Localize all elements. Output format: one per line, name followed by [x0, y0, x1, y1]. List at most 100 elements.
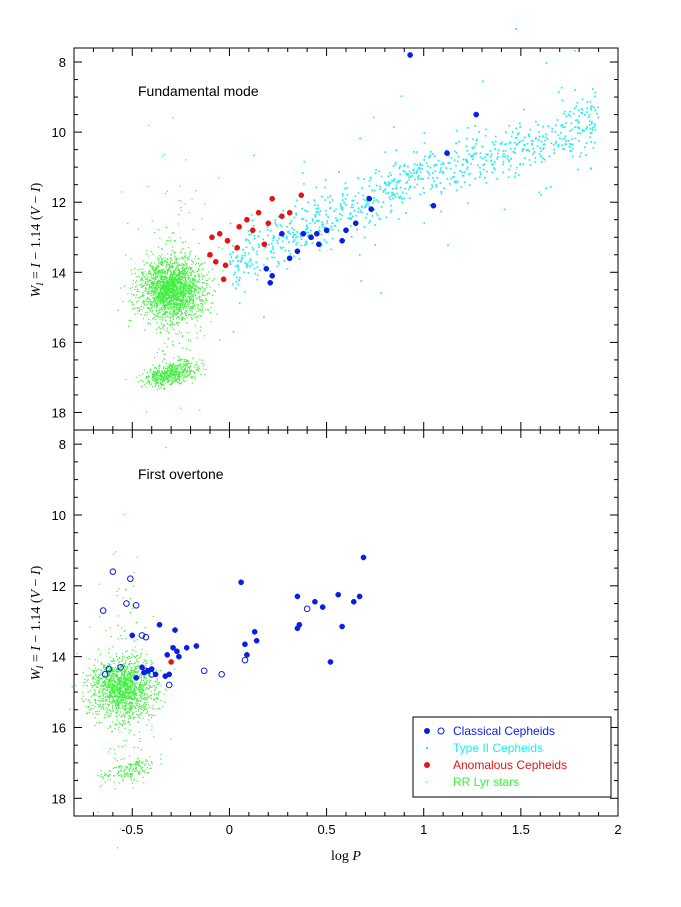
rrlyr-point	[169, 371, 171, 373]
rrlyr-point	[202, 365, 204, 367]
type2-cepheid-point	[272, 237, 275, 239]
type2-cepheid-point	[293, 255, 295, 257]
type2-cepheid-point	[352, 199, 355, 202]
type2-cepheid-point	[529, 128, 532, 131]
rrlyr-point	[161, 262, 164, 264]
type2-cepheid-point	[475, 142, 477, 145]
rrlyr-point	[121, 702, 123, 704]
rrlyr-point	[189, 281, 191, 283]
type2-cepheid-point	[375, 184, 378, 187]
type2-cepheid-point	[389, 211, 392, 213]
type2-cepheid-point	[431, 183, 433, 186]
type2-cepheid-point	[594, 109, 597, 112]
rrlyr-point	[177, 375, 179, 377]
rrlyr-point	[129, 686, 131, 689]
type2-cepheid-point	[494, 140, 497, 143]
rrlyr-point	[179, 279, 181, 281]
rrlyr-point	[182, 291, 184, 293]
rrlyr-point	[194, 289, 196, 292]
type2-cepheid-point	[350, 217, 352, 219]
rrlyr-point	[207, 283, 209, 285]
type2-cepheid-point	[313, 199, 316, 201]
type2-cepheid-point	[561, 99, 564, 102]
rrlyr-point	[176, 292, 179, 294]
rrlyr-point	[171, 369, 173, 371]
rrlyr-point	[115, 698, 118, 700]
rrlyr-point	[181, 371, 183, 373]
rrlyr-point	[152, 284, 154, 286]
rrlyr-point	[178, 359, 180, 361]
rrlyr-point	[176, 292, 178, 294]
type2-cepheid-point	[390, 174, 392, 177]
rrlyr-point	[156, 276, 159, 278]
rrlyr-point	[114, 666, 116, 669]
rrlyr-point	[126, 682, 128, 684]
rrlyr-point	[124, 695, 126, 697]
type2-cepheid-point	[530, 139, 533, 142]
rrlyr-point	[139, 688, 141, 690]
rrlyr-point	[82, 700, 85, 703]
rrlyr-point	[121, 660, 123, 662]
rrlyr-point	[127, 687, 129, 689]
type2-cepheid-point	[292, 241, 295, 243]
type2-cepheid-point	[399, 195, 402, 198]
rrlyr-point	[125, 707, 127, 709]
type2-cepheid-point	[311, 218, 314, 221]
rrlyr-point	[164, 299, 166, 301]
rrlyr-point	[113, 690, 116, 692]
rrlyr-point	[174, 271, 176, 274]
rrlyr-point	[113, 692, 115, 695]
classical-cepheid-point	[366, 195, 373, 202]
rrlyr-point	[182, 301, 184, 303]
rrlyr-point	[145, 377, 148, 379]
rrlyr-point	[84, 678, 86, 681]
rrlyr-point	[195, 297, 197, 299]
rrlyr-point	[151, 268, 153, 270]
rrlyr-point	[181, 312, 183, 315]
rrlyr-point	[153, 284, 155, 286]
rrlyr-point	[211, 268, 213, 270]
rrlyr-point	[195, 317, 198, 319]
rrlyr-point	[131, 697, 133, 699]
type2-cepheid-point	[431, 186, 434, 188]
rrlyr-point	[186, 262, 188, 265]
rrlyr-point	[180, 281, 182, 284]
type2-cepheid-point	[416, 151, 418, 153]
rrlyr-point	[158, 366, 160, 368]
rrlyr-point	[168, 365, 170, 367]
anomalous-cepheid-point	[249, 227, 256, 234]
rrlyr-point	[164, 257, 166, 259]
rrlyr-point	[171, 280, 173, 282]
type2-cepheid-point	[432, 177, 434, 179]
rrlyr-point	[178, 214, 180, 216]
rrlyr-point	[189, 287, 192, 289]
rrlyr-point	[148, 376, 150, 379]
rrlyr-point	[160, 377, 163, 379]
rrlyr-point	[184, 288, 186, 290]
type2-cepheid-point	[399, 173, 401, 176]
rrlyr-point	[115, 706, 117, 708]
type2-cepheid-point	[534, 161, 537, 163]
type2-cepheid-point	[471, 146, 474, 149]
rrlyr-point	[119, 665, 122, 668]
rrlyr-point	[166, 286, 168, 288]
rrlyr-point	[123, 665, 126, 667]
type2-cepheid-point	[502, 160, 505, 163]
rrlyr-point	[172, 279, 174, 281]
rrlyr-point	[117, 695, 119, 697]
rrlyr-point	[174, 295, 176, 297]
rrlyr-point	[191, 376, 193, 378]
type2-cepheid-point	[324, 226, 326, 229]
rrlyr-point	[192, 298, 194, 300]
rrlyr-point	[206, 293, 208, 296]
classical-cepheid-point	[263, 265, 270, 272]
rrlyr-point	[155, 378, 157, 380]
rrlyr-point	[113, 690, 115, 693]
rrlyr-point	[139, 685, 142, 687]
rrlyr-point	[144, 689, 146, 691]
rrlyr-point	[147, 300, 149, 303]
rrlyr-point	[208, 278, 210, 280]
rrlyr-point	[105, 678, 107, 680]
type2-cepheid-point	[528, 159, 531, 161]
rrlyr-point	[88, 705, 90, 708]
